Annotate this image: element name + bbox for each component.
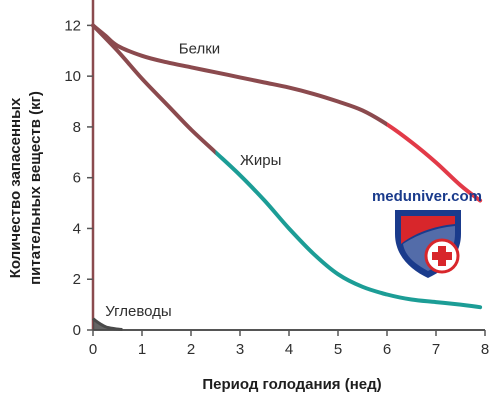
y-tick-label: 6 [73,170,81,187]
axes [91,0,485,331]
x-tick-label: 5 [334,341,342,358]
series-2-label: Жиры [240,152,281,169]
series-1-line-accent [387,122,483,203]
x-tick-label: 6 [383,341,391,358]
meduniver-logo: meduniver.com [372,188,482,278]
series-1-label: Белки [179,40,220,57]
series-labels: Белки Жиры Углеводы [105,40,281,320]
x-tick-label: 2 [187,341,195,358]
x-tick-label: 3 [236,341,244,358]
y-tick-label: 12 [64,17,81,34]
x-tick-label: 8 [481,341,489,358]
x-axis-title: Период голодания (нед) [202,376,381,393]
series-1-line [91,23,387,127]
medical-cross-icon [424,238,460,274]
x-tick-label: 7 [432,341,440,358]
series [91,23,483,331]
x-tick-label: 4 [285,341,293,358]
series-3-area [93,318,123,330]
y-axis-title: Количество запасенных питательных вещест… [7,91,44,285]
series-3-label: Углеводы [105,303,171,320]
series-2-line-accent [215,149,483,310]
y-tick-label: 8 [73,119,81,136]
logo-text: meduniver.com [372,188,482,205]
x-tick-label: 1 [138,341,146,358]
y-tick-label: 10 [64,68,81,85]
x-tick-label: 0 [89,341,97,358]
y-axis-title-line-1: Количество запасенных [7,97,24,278]
series-2-line [91,23,216,156]
y-axis-title-line-2: питательных веществ (кг) [27,91,44,285]
y-tick-label: 4 [73,220,81,237]
y-tick-label: 2 [73,271,81,288]
series-3-line [92,317,123,331]
y-tick-label: 0 [73,322,81,339]
